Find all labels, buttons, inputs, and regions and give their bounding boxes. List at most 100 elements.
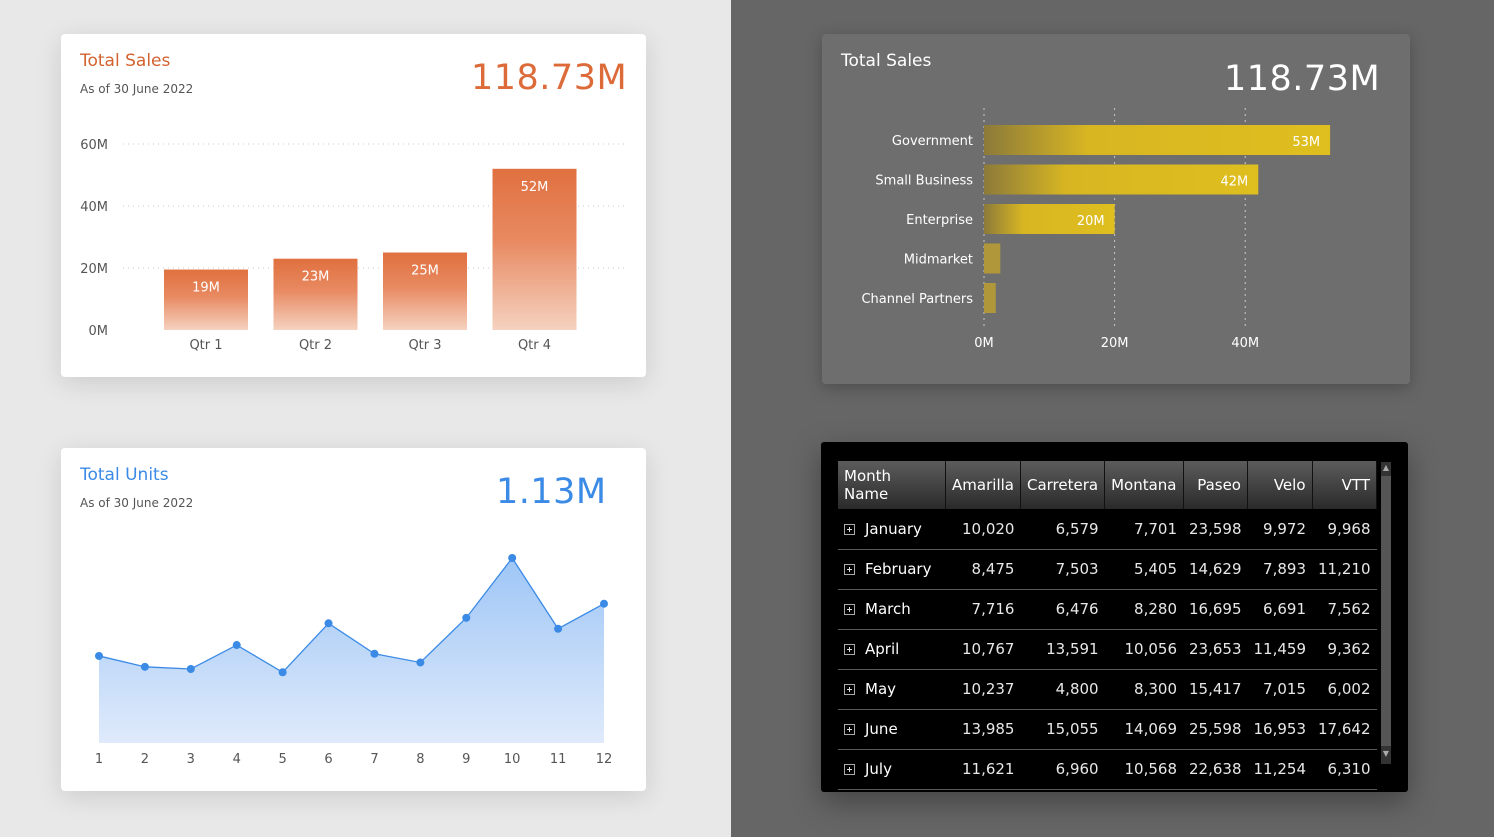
kpi-value: 118.73M xyxy=(1224,59,1381,99)
x-tick-label: 4 xyxy=(233,752,241,767)
x-tick-label: 8 xyxy=(416,752,424,767)
x-tick-label: 20M xyxy=(1101,336,1129,351)
bar-small-business xyxy=(984,164,1259,195)
expand-icon[interactable] xyxy=(844,604,855,615)
table-row[interactable]: May 10,237 4,800 8,300 15,417 7,015 6,002 xyxy=(838,669,1377,710)
column-header[interactable]: Velo xyxy=(1247,461,1313,509)
monthly-units-chart[interactable]: 1 2 3 4 5 6 7 8 9 10 11 12 xyxy=(61,448,646,791)
x-tick-label: 3 xyxy=(187,752,195,767)
table-cell: 11,254 xyxy=(1247,749,1312,790)
quarterly-sales-chart[interactable]: 0M 20M 40M 60M 19M Qtr 1 23M Qtr 2 25M Qtr 3 52M Qt… xyxy=(61,34,646,377)
bar-enterprise xyxy=(984,204,1115,234)
row-label: April xyxy=(838,629,946,670)
table-cell: 25,598 xyxy=(1183,709,1248,750)
table-cell: 9,362 xyxy=(1312,629,1377,670)
expand-icon[interactable] xyxy=(844,684,855,695)
table-cell: 7,503 xyxy=(1020,549,1105,590)
y-tick-label: 40M xyxy=(80,200,108,215)
table-cell: 8,475 xyxy=(945,549,1021,590)
table-row[interactable]: June 13,985 15,055 14,069 25,598 16,953 17,642 xyxy=(838,709,1377,750)
table-cell: 7,701 xyxy=(1104,509,1183,550)
table-cell: 6,691 xyxy=(1247,589,1312,630)
column-header[interactable]: Amarilla xyxy=(945,461,1021,509)
data-label: 20M xyxy=(1077,214,1105,229)
x-tick-label: 10 xyxy=(504,752,521,767)
table-cell: 8,280 xyxy=(1104,589,1183,630)
table-row[interactable]: February 8,475 7,503 5,405 14,629 7,893 11,210 xyxy=(838,549,1377,590)
table-cell: 15,417 xyxy=(1183,669,1248,710)
column-header[interactable]: Month Name xyxy=(838,461,947,509)
units-area xyxy=(99,558,604,743)
card-title: Total Sales xyxy=(80,51,171,71)
table-cell: 10,056 xyxy=(1104,629,1183,670)
table-cell: 6,002 xyxy=(1312,669,1377,710)
product-month-matrix[interactable]: Month Name Amarilla Carretera Montana Paseo V… xyxy=(821,442,1408,792)
x-tick-label: 2 xyxy=(141,752,149,767)
data-point-7 xyxy=(370,649,379,658)
table-row[interactable]: April 10,767 13,591 10,056 23,653 11,459 9,362 xyxy=(838,629,1377,670)
data-point-2 xyxy=(140,662,149,671)
table-row[interactable]: January 10,020 6,579 7,701 23,598 9,972 9,968 xyxy=(838,509,1377,550)
row-label: May xyxy=(838,669,946,710)
units-line xyxy=(98,556,605,674)
scroll-up-icon[interactable]: ▲ xyxy=(1382,463,1390,472)
table-row[interactable]: March 7,716 6,476 8,280 16,695 6,691 7,562 xyxy=(838,589,1377,630)
y-tick-label: 20M xyxy=(80,262,108,277)
table-cell: 5,405 xyxy=(1104,549,1183,590)
row-label: March xyxy=(838,589,946,630)
total-sales-card[interactable]: Total Sales As of 30 June 2022 118.73M 0… xyxy=(61,34,646,377)
x-tick-label: 6 xyxy=(324,752,332,767)
table-cell: 16,695 xyxy=(1183,589,1248,630)
table-cell: 4,800 xyxy=(1020,669,1105,710)
y-tick-label: 60M xyxy=(80,138,108,153)
data-label: 52M xyxy=(521,180,549,195)
data-point-12 xyxy=(600,599,608,608)
data-point-6 xyxy=(324,619,333,628)
vertical-scrollbar[interactable]: ▲ ▼ xyxy=(1381,462,1391,764)
x-tick-label: 1 xyxy=(95,752,103,767)
row-label: February xyxy=(838,549,946,590)
bar-midmarket xyxy=(984,243,1001,274)
table-cell: 10,237 xyxy=(945,669,1021,710)
expand-icon[interactable] xyxy=(844,644,855,655)
table-cell: 11,210 xyxy=(1312,549,1377,590)
table-cell: 14,629 xyxy=(1183,549,1248,590)
segment-sales-chart[interactable]: 0M 20M 40M Government 53M Small Business 42M En… xyxy=(822,34,1410,384)
data-label: 42M xyxy=(1220,175,1248,190)
table-row[interactable]: July 11,621 6,960 10,568 22,638 11,254 6,310 xyxy=(838,749,1377,790)
table-cell: 6,960 xyxy=(1020,749,1105,790)
expand-icon[interactable] xyxy=(844,564,855,575)
matrix-header-row: Month Name Amarilla Carretera Montana Paseo V… xyxy=(838,461,1377,509)
column-header[interactable]: Carretera xyxy=(1020,461,1106,509)
data-label: 23M xyxy=(302,270,330,285)
column-header[interactable]: Montana xyxy=(1104,461,1184,509)
expand-icon[interactable] xyxy=(844,724,855,735)
row-label: January xyxy=(838,509,946,550)
table-cell: 6,579 xyxy=(1020,509,1105,550)
x-tick-label: 11 xyxy=(550,752,567,767)
scroll-down-icon[interactable]: ▼ xyxy=(1382,749,1390,758)
category-label: Small Business xyxy=(875,174,973,189)
expand-icon[interactable] xyxy=(844,523,855,535)
segment-sales-card[interactable]: Total Sales 118.73M 0M 20M 40M Government 53… xyxy=(822,34,1410,384)
bar-government xyxy=(984,125,1331,155)
table-cell: 22,638 xyxy=(1183,749,1248,790)
table-cell: 11,459 xyxy=(1247,629,1312,670)
column-header[interactable]: Paseo xyxy=(1183,461,1248,509)
table-cell: 10,767 xyxy=(945,629,1021,670)
scroll-thumb[interactable] xyxy=(1381,476,1391,746)
table-cell: 14,069 xyxy=(1104,709,1183,750)
data-point-5 xyxy=(278,668,287,677)
x-tick-label: 0M xyxy=(974,336,994,351)
table-cell: 15,055 xyxy=(1020,709,1105,750)
column-header[interactable]: VTT xyxy=(1312,461,1377,509)
table-cell: 9,968 xyxy=(1312,509,1377,550)
table-cell: 10,568 xyxy=(1104,749,1183,790)
data-point-4 xyxy=(232,641,241,650)
expand-icon[interactable] xyxy=(844,764,855,775)
table-cell: 8,300 xyxy=(1104,669,1183,710)
data-point-8 xyxy=(416,658,425,667)
data-point-9 xyxy=(462,613,471,622)
bar-channel-partners xyxy=(984,283,996,313)
